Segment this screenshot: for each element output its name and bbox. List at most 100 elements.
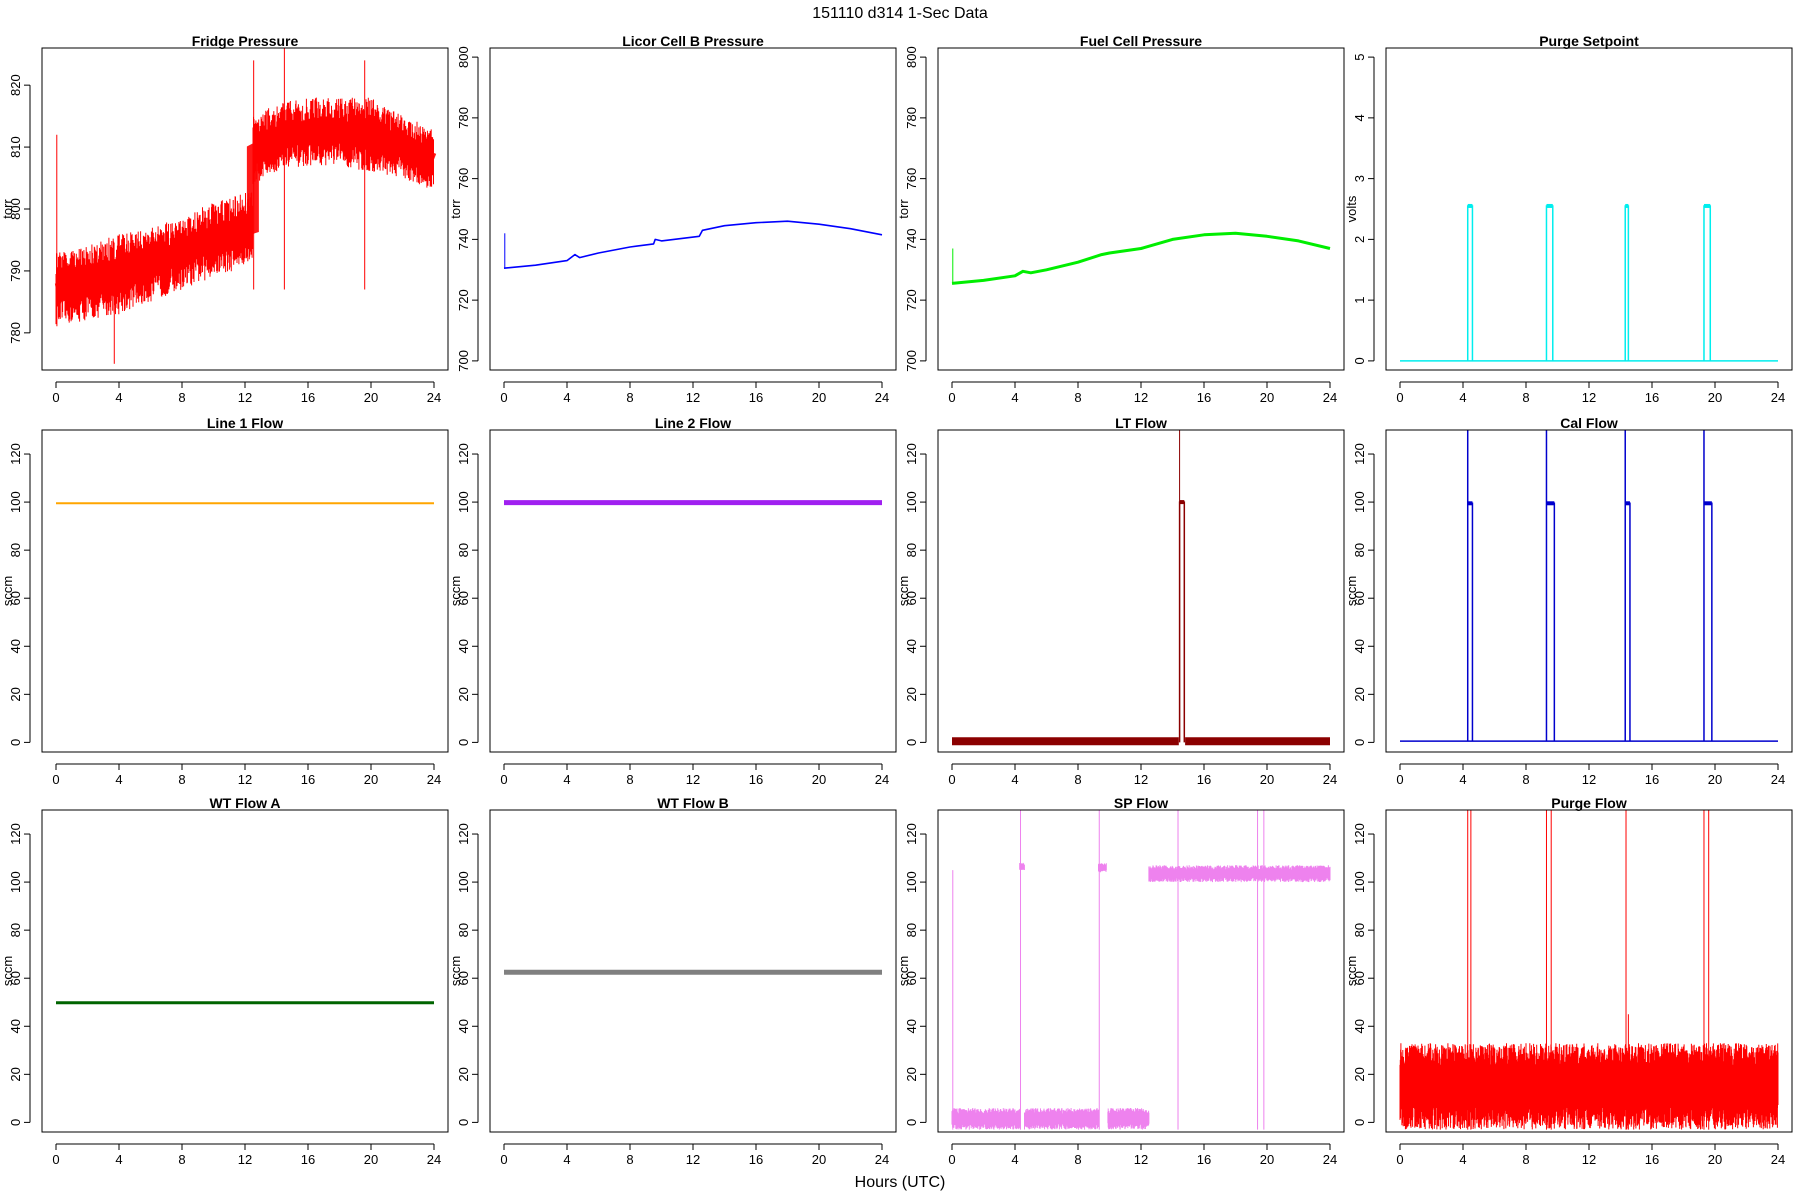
series-line — [503, 220, 883, 269]
x-tick-label: 12 — [1582, 772, 1596, 787]
chart-panel: 0 4 8 12 16 20 24 780 790 800 810 820 Fridge Pressur… — [0, 33, 449, 405]
panel-title: Fridge Pressure — [192, 33, 299, 49]
x-tick-label: 24 — [1323, 1152, 1337, 1167]
panel-title: Fuel Cell Pressure — [1080, 33, 1202, 49]
plot-area — [951, 231, 1331, 285]
x-tick-label: 12 — [238, 1152, 252, 1167]
plot-frame — [1385, 809, 1793, 1133]
x-tick-label: 8 — [626, 1152, 633, 1167]
x-tick-label: 8 — [178, 390, 185, 405]
x-tick-label: 20 — [1708, 1152, 1722, 1167]
y-tick-label: 80 — [904, 923, 919, 937]
y-tick-label: 100 — [8, 491, 23, 513]
y-tick-label: 80 — [1352, 543, 1367, 557]
y-tick-label: 800 — [8, 198, 23, 220]
series-pulse — [1624, 430, 1631, 742]
y-tick-label: 120 — [1352, 823, 1367, 845]
panel-title: Licor Cell B Pressure — [622, 33, 764, 49]
y-axis-label: torr — [896, 199, 911, 219]
x-tick-label: 12 — [1582, 390, 1596, 405]
y-tick-label: 780 — [904, 107, 919, 129]
y-tick-label: 780 — [456, 107, 471, 129]
y-tick-label: 120 — [1352, 443, 1367, 465]
x-tick-label: 8 — [1522, 1152, 1529, 1167]
x-tick-label: 4 — [1011, 390, 1018, 405]
panel-title: Cal Flow — [1560, 415, 1618, 431]
x-tick-label: 24 — [427, 390, 441, 405]
x-tick-label: 16 — [1197, 772, 1211, 787]
series-pulse — [1467, 203, 1473, 208]
y-tick-label: 60 — [8, 971, 23, 985]
x-tick-label: 12 — [686, 772, 700, 787]
y-tick-label: 760 — [456, 168, 471, 190]
x-tick-label: 20 — [1260, 390, 1274, 405]
x-tick-label: 4 — [1011, 1152, 1018, 1167]
y-tick-label: 120 — [456, 823, 471, 845]
x-tick-label: 24 — [427, 772, 441, 787]
x-tick-label: 12 — [686, 1152, 700, 1167]
series-pulse — [1179, 500, 1185, 505]
plot-area — [503, 220, 883, 269]
y-tick-label: 0 — [1352, 1119, 1367, 1126]
plot-area — [1399, 810, 1779, 1130]
plot-area — [1400, 430, 1778, 742]
x-tick-label: 8 — [626, 772, 633, 787]
series-pulse — [1703, 205, 1712, 361]
x-tick-label: 16 — [1197, 390, 1211, 405]
x-tick-label: 12 — [1134, 390, 1148, 405]
x-tick-label: 24 — [1771, 772, 1785, 787]
y-tick-label: 720 — [456, 289, 471, 311]
x-tick-label: 12 — [1134, 1152, 1148, 1167]
x-tick-label: 20 — [1708, 390, 1722, 405]
y-tick-label: 40 — [8, 639, 23, 653]
x-tick-label: 16 — [301, 390, 315, 405]
x-tick-label: 0 — [500, 1152, 507, 1167]
y-tick-label: 120 — [8, 443, 23, 465]
y-tick-label: 3 — [1352, 175, 1367, 182]
y-tick-label: 120 — [904, 823, 919, 845]
series-pulse — [1625, 501, 1630, 506]
x-tick-label: 16 — [1645, 1152, 1659, 1167]
chart-panel: 0 4 8 12 16 20 24 0 20 40 60 80 100 120 Line 1 Flow scc… — [0, 415, 449, 787]
series-pulse — [1466, 430, 1474, 742]
y-tick-label: 2 — [1352, 236, 1367, 243]
x-tick-label: 4 — [563, 390, 570, 405]
y-axis-label: volts — [1344, 195, 1359, 222]
y-tick-label: 100 — [456, 871, 471, 893]
x-tick-label: 12 — [238, 390, 252, 405]
series-pulse — [1466, 205, 1474, 361]
y-tick-label: 0 — [8, 739, 23, 746]
x-tick-label: 0 — [948, 1152, 955, 1167]
plot-frame — [41, 429, 449, 753]
plot-frame — [937, 429, 1345, 753]
chart-panel: 0 4 8 12 16 20 24 0 20 40 60 80 100 120 Line 2 Flow scc… — [448, 415, 897, 787]
x-tick-label: 16 — [1197, 1152, 1211, 1167]
y-tick-label: 60 — [1352, 591, 1367, 605]
chart-panel: 0 4 8 12 16 20 24 0 20 40 60 80 100 120 Cal Flow sccm — [1344, 415, 1793, 787]
y-tick-label: 0 — [1352, 739, 1367, 746]
y-tick-label: 60 — [904, 591, 919, 605]
figure-title: 151110 d314 1-Sec Data — [812, 5, 988, 22]
chart-panel: 0 4 8 12 16 20 24 0 20 40 60 80 100 120 WT Flow A sccm — [0, 795, 449, 1167]
x-tick-label: 4 — [115, 390, 122, 405]
y-tick-label: 20 — [904, 1067, 919, 1081]
y-tick-label: 40 — [904, 1019, 919, 1033]
x-tick-label: 4 — [1459, 772, 1466, 787]
x-tick-label: 20 — [1708, 772, 1722, 787]
x-tick-label: 12 — [1134, 772, 1148, 787]
x-tick-label: 20 — [364, 390, 378, 405]
plot-frame — [489, 809, 897, 1133]
x-tick-label: 8 — [1074, 390, 1081, 405]
series-pulse — [1624, 205, 1630, 361]
x-tick-label: 0 — [948, 390, 955, 405]
x-tick-label: 4 — [115, 1152, 122, 1167]
x-tick-label: 24 — [875, 772, 889, 787]
x-tick-label: 0 — [1396, 1152, 1403, 1167]
x-tick-label: 0 — [52, 772, 59, 787]
series-pulse — [1625, 203, 1629, 208]
y-axis-label: sccm — [0, 956, 15, 986]
y-tick-label: 20 — [8, 687, 23, 701]
x-tick-label: 8 — [1074, 772, 1081, 787]
plot-area — [952, 430, 1330, 746]
series-pulse — [1545, 205, 1554, 361]
